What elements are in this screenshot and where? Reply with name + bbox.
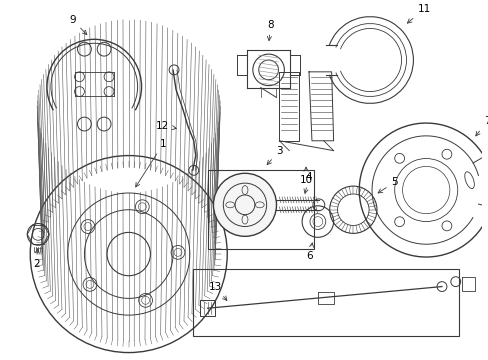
Text: 4: 4 [304,172,312,193]
Text: 11: 11 [407,4,430,23]
Circle shape [213,173,276,236]
Text: 1: 1 [135,139,166,187]
Bar [207,170,313,249]
Text: 3: 3 [266,146,282,165]
Text: 8: 8 [267,19,273,41]
Bar [192,269,458,336]
Text: 9: 9 [69,15,87,35]
Text: 7: 7 [475,116,488,136]
Text: 12: 12 [155,121,176,131]
Text: 5: 5 [377,177,397,193]
Text: 13: 13 [208,282,226,301]
Text: 10: 10 [299,167,312,185]
Text: 6: 6 [306,243,313,261]
Text: 2: 2 [33,249,40,269]
